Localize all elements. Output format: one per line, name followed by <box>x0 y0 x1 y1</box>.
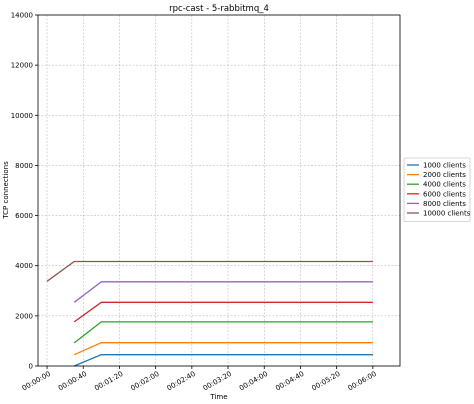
legend-box <box>403 157 471 222</box>
x-tick-label: 00:02:00 <box>129 370 160 393</box>
y-tick-label: 14000 <box>11 12 33 20</box>
grid-lines <box>38 14 400 367</box>
plot-frame <box>37 14 401 367</box>
y-tick-label: 2000 <box>15 312 33 320</box>
legend-label: 10000 clients <box>423 210 471 218</box>
series-line <box>73 281 373 303</box>
series-line <box>73 342 373 356</box>
y-tick-label: 6000 <box>15 212 33 220</box>
x-tick-label: 00:04:40 <box>274 370 305 393</box>
legend-label: 1000 clients <box>423 162 466 170</box>
legend-label: 6000 clients <box>423 190 466 198</box>
x-axis-title: Time <box>209 393 227 401</box>
x-tick-label: 00:05:20 <box>310 370 341 393</box>
y-axis-title: TCP connections <box>2 161 10 220</box>
legend-label: 8000 clients <box>423 200 466 208</box>
series-line <box>73 321 373 344</box>
y-tick-label: 8000 <box>15 162 33 170</box>
chart-title: rpc-cast - 5-rabbitmq_4 <box>169 4 269 14</box>
series-line <box>73 354 373 367</box>
x-tick-label: 00:00:00 <box>21 370 52 393</box>
legend-label: 4000 clients <box>423 181 466 189</box>
x-tick-label: 00:01:20 <box>93 370 124 393</box>
x-tick-label: 00:03:20 <box>202 370 233 393</box>
series-line <box>73 301 373 323</box>
x-axis: 00:00:00 00:00:40 00:01:20 00:02:00 00:02:40… <box>21 366 378 392</box>
x-tick-label: 00:06:00 <box>347 370 378 393</box>
x-tick-label: 00:02:40 <box>166 370 197 393</box>
y-tick-label: 0 <box>29 363 33 371</box>
legend-label: 2000 clients <box>423 171 466 179</box>
y-tick-label: 12000 <box>11 62 33 70</box>
y-tick-label: 10000 <box>11 112 33 120</box>
series-lines <box>46 260 373 367</box>
y-tick-label: 4000 <box>15 262 33 270</box>
x-tick-label: 00:00:40 <box>57 370 88 393</box>
x-tick-label: 00:04:00 <box>238 370 269 393</box>
series-line <box>46 260 373 282</box>
y-axis: 0 2000 4000 6000 8000 10000 12000 14000 <box>11 12 38 371</box>
